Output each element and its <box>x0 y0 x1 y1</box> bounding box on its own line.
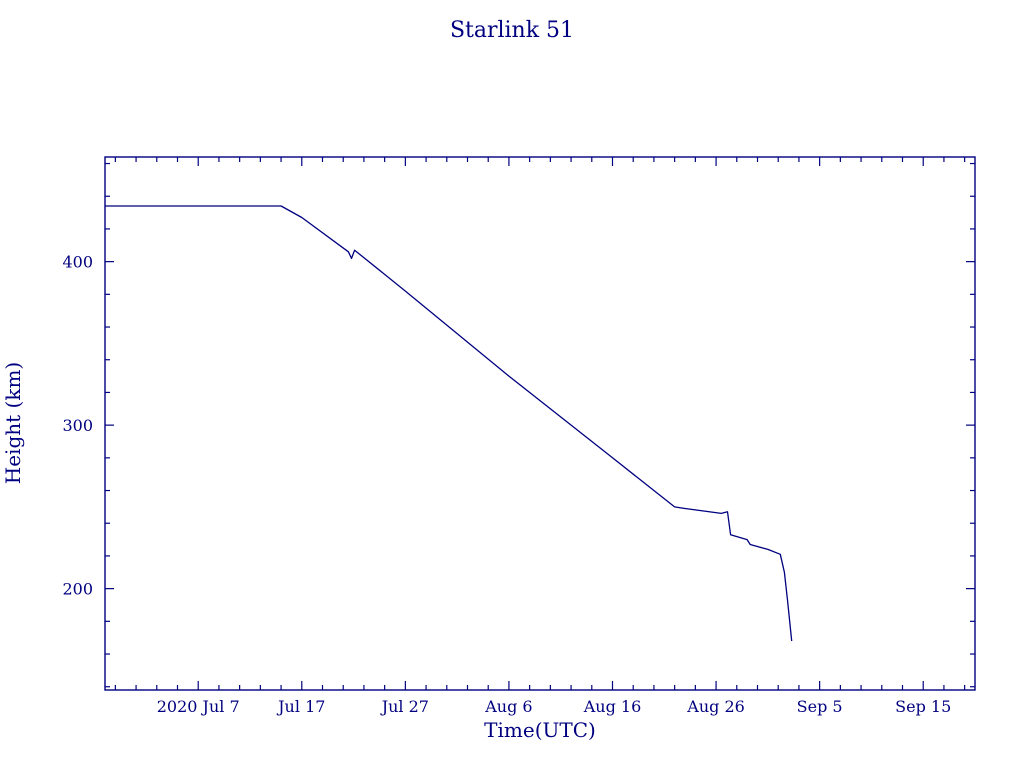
x-tick-label: Aug 16 <box>583 697 642 716</box>
chart-title: Starlink 51 <box>450 18 574 43</box>
x-tick-label: Sep 15 <box>895 697 951 716</box>
height-series-line <box>105 205 793 642</box>
y-tick-label: 200 <box>62 580 93 599</box>
y-tick-label: 300 <box>62 416 93 435</box>
plot-layer: 2020 Jul 7 Jul 17 Jul 27 Aug 6 Aug 16 Aug 26 S… <box>62 156 976 716</box>
axis-frame <box>104 156 976 691</box>
x-tick-label: Jul 27 <box>380 697 429 716</box>
x-tick-label: Aug 6 <box>484 697 532 716</box>
y-tick-label: 400 <box>62 253 93 272</box>
x-tick-label: Sep 5 <box>797 697 843 716</box>
x-tick-label: Aug 26 <box>686 697 745 716</box>
x-tick-label: Jul 17 <box>276 697 325 716</box>
x-tick-label: 2020 Jul 7 <box>157 697 240 716</box>
x-axis-label: Time(UTC) <box>484 718 596 742</box>
y-axis-label: Height (km) <box>1 362 25 484</box>
